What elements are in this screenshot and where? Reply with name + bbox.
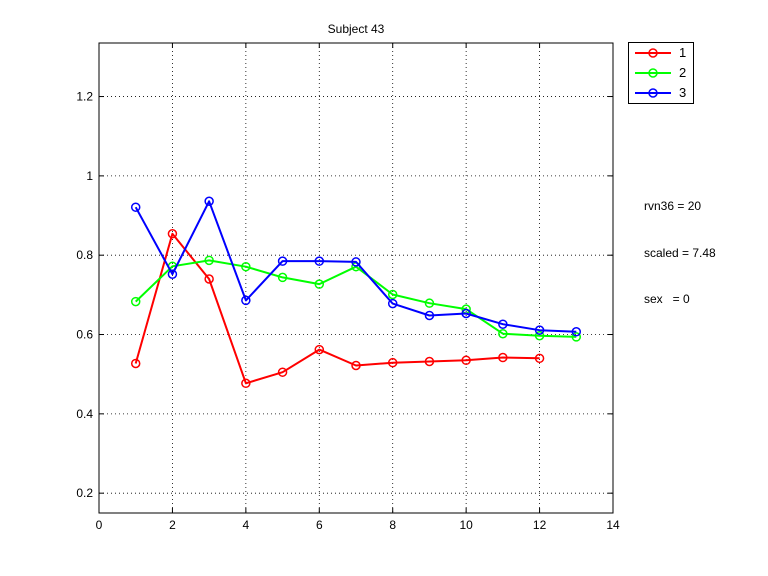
tick-layer: 0 2 4 6 8 10 12 14 0.2 0.4 0.6 0.8 1 1.2 (76, 43, 620, 532)
data-point (241, 378, 251, 389)
data-point (167, 269, 178, 279)
data-point (314, 344, 325, 355)
series-1 (130, 229, 545, 389)
legend-swatch-2 (635, 68, 671, 78)
x-tick-label: 8 (389, 518, 396, 532)
annotation-scaled: scaled = 7.48 (644, 245, 716, 260)
data-point (387, 298, 398, 309)
data-point (387, 357, 398, 368)
data-point (461, 355, 471, 366)
data-point (461, 308, 471, 319)
data-point (571, 332, 582, 342)
legend-item-1: 1 (629, 45, 695, 61)
data-point (498, 352, 508, 363)
plot-area-frame (98, 42, 614, 514)
data-point (204, 255, 214, 266)
legend-swatch-3 (635, 88, 671, 98)
data-point (571, 326, 582, 337)
y-tick-label: 0.2 (76, 486, 93, 500)
legend-item-3: 3 (629, 85, 695, 101)
data-point (277, 272, 288, 283)
data-point (351, 257, 361, 267)
data-point (277, 256, 288, 266)
data-point (130, 296, 141, 307)
data-point (534, 330, 545, 341)
x-tick-label: 10 (459, 518, 473, 532)
grid-layer (98, 43, 614, 513)
x-tick-label: 4 (243, 518, 250, 532)
data-point (424, 356, 435, 367)
data-point (424, 298, 435, 308)
series-line-1 (134, 232, 540, 385)
legend-swatch-1 (635, 48, 671, 58)
data-point (534, 325, 545, 335)
data-point (130, 358, 141, 369)
legend: 1 2 3 (628, 42, 694, 104)
x-tick-label: 6 (316, 518, 323, 532)
data-point (314, 256, 325, 266)
legend-item-2: 2 (629, 65, 695, 81)
series-line-2 (135, 259, 577, 338)
data-point (204, 196, 214, 207)
legend-label-3: 3 (679, 85, 687, 100)
annotation-block: rvn36 = 20 scaled = 7.48 sex = 0 (644, 168, 716, 339)
x-tick-label: 0 (96, 518, 103, 532)
chart-title: Subject 43 (328, 22, 385, 36)
annotation-sex: sex = 0 (644, 292, 690, 306)
series-2 (130, 255, 582, 342)
legend-label-2: 2 (679, 65, 687, 80)
data-point (167, 229, 178, 239)
y-tick-label: 0.4 (76, 407, 93, 421)
y-tick-label: 0.8 (76, 248, 93, 262)
data-point (241, 261, 251, 272)
x-tick-label: 2 (169, 518, 176, 532)
data-point (204, 274, 214, 284)
data-point (534, 353, 545, 364)
data-point (130, 202, 141, 212)
x-tick-label: 12 (533, 518, 547, 532)
y-tick-label: 1 (86, 169, 93, 183)
data-point (351, 360, 361, 371)
x-tick-label: 14 (606, 518, 620, 532)
data-point (314, 279, 325, 289)
annotation-rvn36: rvn36 = 20 (644, 199, 702, 213)
y-tick-label: 1.2 (76, 90, 93, 104)
data-point (498, 319, 508, 329)
data-point (424, 310, 435, 321)
data-point (498, 328, 508, 339)
data-point (241, 295, 251, 306)
data-point (277, 367, 288, 377)
data-point (387, 289, 398, 300)
legend-label-1: 1 (679, 45, 687, 60)
y-tick-label: 0.6 (76, 328, 93, 342)
series-layer (130, 196, 582, 389)
series-line-3 (134, 200, 577, 333)
series-3 (130, 196, 582, 337)
